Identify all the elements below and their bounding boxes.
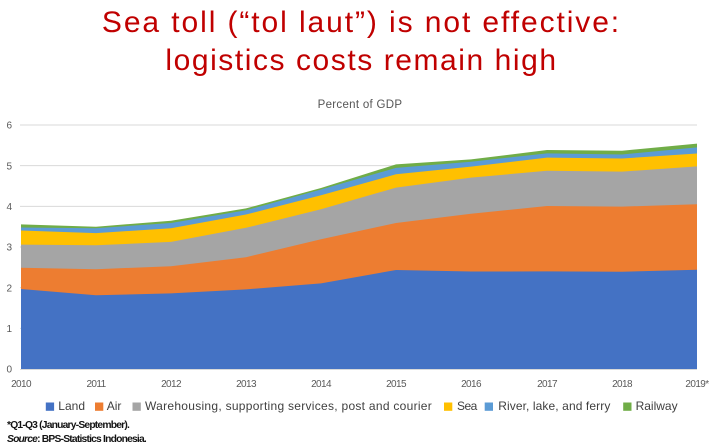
svg-text:2016: 2016 xyxy=(461,379,482,390)
svg-text:6: 6 xyxy=(6,121,12,132)
svg-text:4: 4 xyxy=(6,202,12,213)
svg-text:1: 1 xyxy=(6,324,12,335)
svg-text:2015: 2015 xyxy=(386,379,407,390)
svg-text:0: 0 xyxy=(6,365,12,376)
svg-text:3: 3 xyxy=(6,243,12,254)
svg-text:2019*: 2019* xyxy=(685,379,709,390)
svg-text:Land: Land xyxy=(58,399,85,413)
svg-text:2: 2 xyxy=(6,283,12,294)
svg-text:Sea: Sea xyxy=(457,399,478,413)
svg-text:Railway: Railway xyxy=(636,399,678,413)
svg-text:2012: 2012 xyxy=(161,379,182,390)
svg-text:2018: 2018 xyxy=(612,379,633,390)
svg-text:2014: 2014 xyxy=(311,379,332,390)
svg-text:Air: Air xyxy=(107,399,122,413)
svg-text:2013: 2013 xyxy=(236,379,257,390)
svg-text:River, lake, and ferry: River, lake, and ferry xyxy=(498,399,610,413)
svg-text:2011: 2011 xyxy=(86,379,106,390)
svg-text:Warehousing, supporting servic: Warehousing, supporting services, post a… xyxy=(145,399,432,413)
svg-text:2017: 2017 xyxy=(537,379,558,390)
svg-text:5: 5 xyxy=(6,161,12,172)
svg-text:2010: 2010 xyxy=(11,379,32,390)
